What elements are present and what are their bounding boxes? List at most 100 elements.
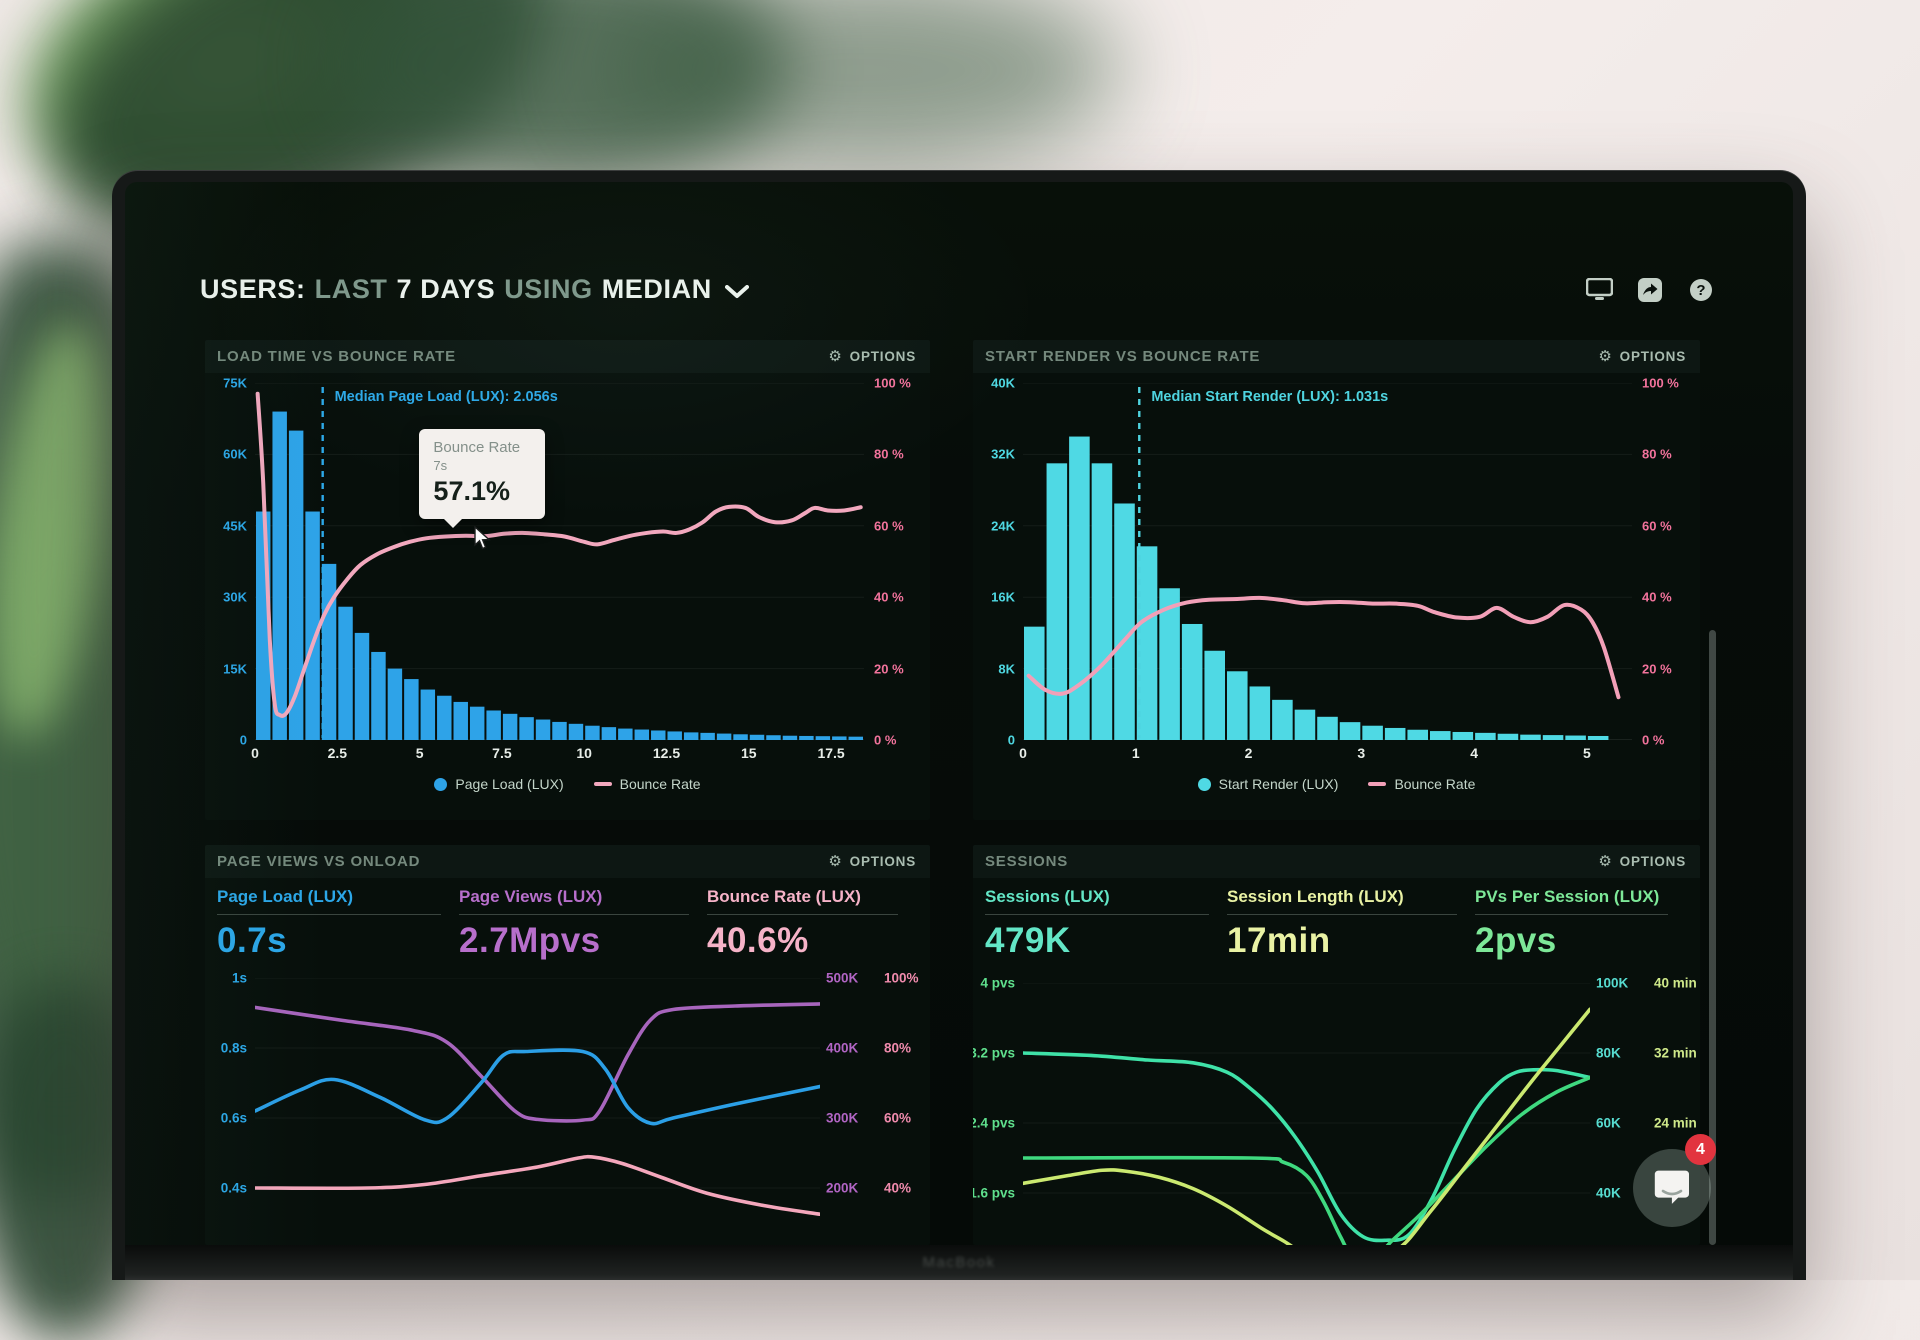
y-axis-right: 100 % 80 % 60 % 40 % 20 % 0 % xyxy=(864,376,930,748)
bar xyxy=(1339,722,1361,740)
svg-text:?: ? xyxy=(1696,282,1705,299)
legend-dot-marker xyxy=(434,777,448,791)
bar xyxy=(1091,463,1113,740)
x-axis: 0 1 2 3 4 5 xyxy=(1019,740,1632,766)
legend-item[interactable]: Bounce Rate xyxy=(593,776,701,792)
bar xyxy=(1407,729,1428,740)
axis-label: 80 % xyxy=(874,446,904,462)
metric-bounce-rate: Bounce Rate (LUX) 40.6% xyxy=(707,887,916,961)
bar xyxy=(552,721,567,740)
tick-label: 12.5 xyxy=(652,745,681,761)
axis-label: 40K xyxy=(991,375,1015,391)
bar xyxy=(288,430,304,740)
chevron-down-icon xyxy=(724,284,749,298)
help-icon[interactable]: ? xyxy=(1687,278,1715,302)
tick-label: 17.5 xyxy=(817,745,845,761)
bar xyxy=(618,728,633,740)
tick-label: 5 xyxy=(415,745,424,761)
bar xyxy=(1587,735,1609,740)
y-axis-left: 1s 0.8s 0.6s 0.4s xyxy=(205,971,255,1245)
bar xyxy=(749,734,765,740)
bar xyxy=(601,727,617,740)
chart-canvas xyxy=(255,978,820,1217)
metric-pvs-per-session: PVs Per Session (LUX) 2pvs xyxy=(1475,887,1686,961)
chat-widget-button[interactable] xyxy=(1633,1149,1711,1227)
series-line xyxy=(255,1002,820,1123)
x-axis: 0 2.5 5 7.5 10 12.5 15 17.5 xyxy=(251,740,864,766)
title-segment: USERS: xyxy=(200,274,306,304)
bar xyxy=(1294,709,1316,740)
chart-canvas xyxy=(1023,383,1632,740)
chart-plot[interactable] xyxy=(1023,983,1590,1245)
axis-label: 3.2 pvs xyxy=(973,1045,1015,1061)
bar xyxy=(338,606,353,740)
share-icon[interactable] xyxy=(1636,277,1664,302)
panel-load-time-vs-bounce-rate: LOAD TIME VS BOUNCE RATE ⚙ OPTIONS 75K 60… xyxy=(205,340,930,820)
options-button[interactable]: ⚙ OPTIONS xyxy=(1598,347,1686,365)
series-line xyxy=(1023,1075,1590,1245)
y-axis-right: 500K 100% 400K 80% 300K 60% 200K 40% xyxy=(820,971,930,1245)
bar xyxy=(404,679,419,740)
bar xyxy=(519,717,534,740)
legend-item[interactable]: Bounce Rate xyxy=(1368,776,1475,792)
metrics-row: Sessions (LUX) 479K Session Length (LUX)… xyxy=(973,878,1700,961)
series-line xyxy=(1026,595,1621,700)
bar xyxy=(1272,699,1293,740)
axis-label: 0 xyxy=(239,732,247,748)
axis-label: 32K xyxy=(991,446,1015,462)
bar xyxy=(1046,463,1068,740)
chart-plot[interactable]: Median Page Load (LUX): 2.056s Bounce Ra… xyxy=(255,383,864,740)
tick-label: 1 xyxy=(1131,745,1140,761)
bar xyxy=(683,732,699,740)
bar xyxy=(716,733,732,740)
metric-underline xyxy=(707,914,898,915)
tick-label: 0 xyxy=(251,745,259,761)
header-icons: ? xyxy=(1585,277,1715,302)
bar xyxy=(667,731,682,740)
line-chart: 4 pvs 3.2 pvs 2.4 pvs 1.6 pvs 100K 40 min 80K… xyxy=(973,976,1700,1245)
options-button[interactable]: ⚙ OPTIONS xyxy=(1598,852,1686,870)
bar xyxy=(1430,731,1451,740)
bar xyxy=(832,736,847,740)
axis-label: 2.4 pvs xyxy=(973,1115,1015,1131)
axis-label: 20 % xyxy=(874,661,904,677)
axis-label: 60K xyxy=(223,446,247,462)
axis-label: 60 % xyxy=(1642,518,1672,534)
tick-label: 7.5 xyxy=(492,745,512,761)
tick-label: 2.5 xyxy=(327,745,348,761)
bar xyxy=(354,632,370,740)
panel-start-render-vs-bounce-rate: START RENDER VS BOUNCE RATE ⚙ OPTIONS 40… xyxy=(973,340,1700,820)
page-title-dropdown[interactable]: USERS: LAST 7 DAYS USING MEDIAN xyxy=(200,274,749,305)
bar xyxy=(453,701,468,740)
options-button[interactable]: ⚙ OPTIONS xyxy=(828,852,916,870)
chat-unread-badge: 4 xyxy=(1685,1134,1716,1165)
display-icon[interactable] xyxy=(1585,278,1613,302)
panel-header: PAGE VIEWS VS ONLOAD ⚙ OPTIONS xyxy=(205,845,930,878)
panel-header: START RENDER VS BOUNCE RATE ⚙ OPTIONS xyxy=(973,340,1700,373)
tick-label: 4 xyxy=(1470,745,1479,761)
chart-legend: Page Load (LUX) Bounce Rate xyxy=(205,766,930,802)
title-segment: MEDIAN xyxy=(601,274,712,304)
chart-plot[interactable]: Median Start Render (LUX): 1.031s xyxy=(1023,383,1632,740)
axis-label: 100 % xyxy=(1642,375,1679,391)
metric-underline xyxy=(1227,914,1457,915)
metric-page-load: Page Load (LUX) 0.7s xyxy=(217,887,459,961)
bar xyxy=(1362,725,1383,740)
tooltip: Bounce Rate 7s 57.1% xyxy=(419,429,546,529)
panel-page-views-vs-onload: PAGE VIEWS VS ONLOAD ⚙ OPTIONS Page Load… xyxy=(205,845,930,1245)
axis-label: 0.6s xyxy=(220,1110,247,1126)
bar xyxy=(1452,731,1474,740)
legend-item[interactable]: Page Load (LUX) xyxy=(434,776,564,792)
legend-item[interactable]: Start Render (LUX) xyxy=(1197,776,1338,792)
axis-label: 0 % xyxy=(1642,732,1665,748)
histogram-chart: 75K 60K 45K 30K 15K 0 Median Page Load (LUX):… xyxy=(205,373,930,766)
scrollbar[interactable] xyxy=(1709,630,1716,1245)
series-line xyxy=(255,1048,820,1126)
chart-plot[interactable] xyxy=(255,978,820,1245)
mouse-cursor-icon xyxy=(474,525,491,550)
title-segment: LAST xyxy=(314,274,388,304)
bar xyxy=(1565,735,1586,740)
dashboard-screen: USERS: LAST 7 DAYS USING MEDIAN ? xyxy=(125,182,1793,1245)
options-button[interactable]: ⚙ OPTIONS xyxy=(828,347,916,365)
y-axis-right: 100 % 80 % 60 % 40 % 20 % 0 % xyxy=(1632,376,1698,748)
